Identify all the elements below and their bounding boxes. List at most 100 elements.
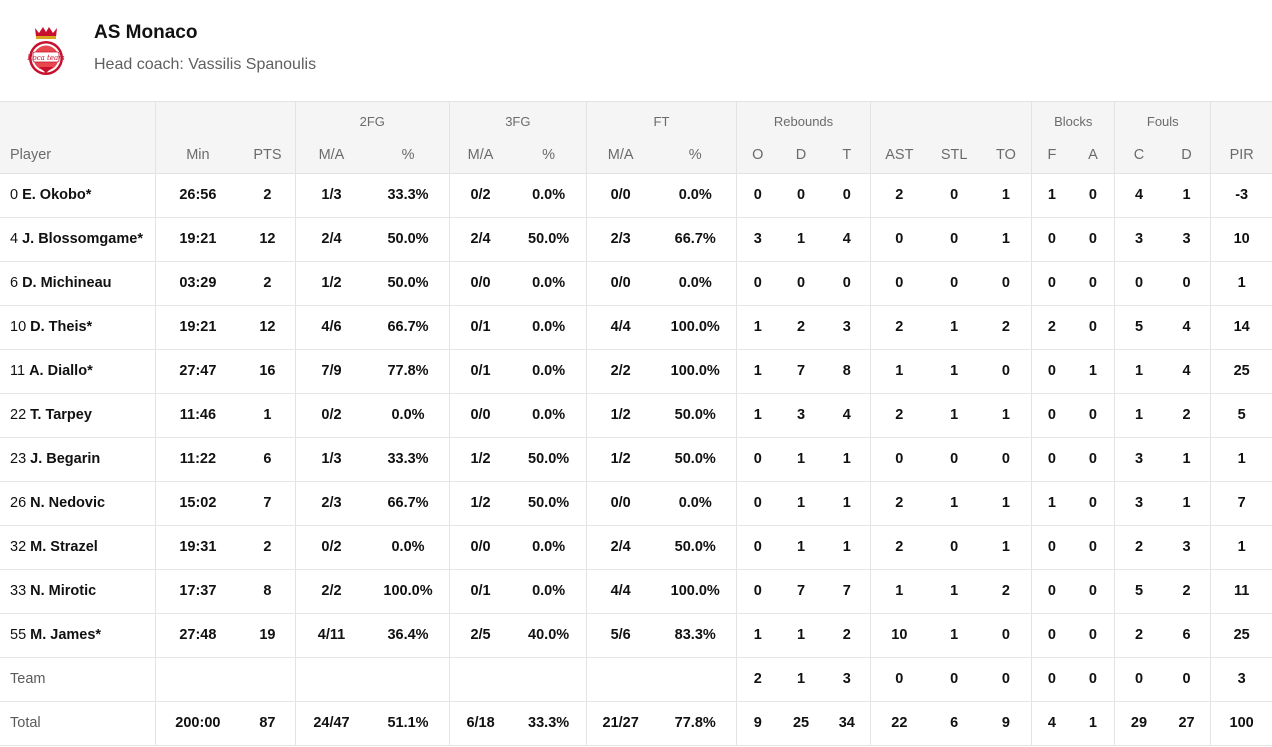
player-cell[interactable]: 23 J. Begarin (0, 437, 156, 482)
cell-foul-c: 0 (1114, 261, 1163, 306)
player-number: 23 (10, 451, 27, 467)
col-2fg-ma[interactable]: M/A (294, 136, 368, 174)
col-foul-d[interactable]: D (1162, 136, 1211, 174)
cell-pts: 6 (240, 437, 296, 482)
cell-ft-ma (585, 657, 655, 702)
col-ft-pct[interactable]: % (654, 136, 737, 174)
cell-ft-ma: 21/27 (585, 701, 655, 746)
cell-foul-d: 3 (1162, 217, 1211, 262)
player-cell[interactable]: 11 A. Diallo* (0, 349, 156, 394)
cell-to: 1 (980, 393, 1032, 438)
cell-fg3-ma: 0/0 (448, 261, 512, 306)
cell-pts: 12 (240, 305, 296, 350)
cell-reb-t: 1 (823, 481, 871, 526)
cell-reb-t: 1 (823, 525, 871, 570)
player-cell[interactable]: 26 N. Nedovic (0, 481, 156, 526)
player-cell[interactable]: 6 D. Michineau (0, 261, 156, 306)
table-row[interactable]: 22 T. Tarpey 11:46 1 0/2 0.0% 0/0 0.0% 1/2 50.0% 1… (0, 393, 1272, 438)
cell-fg2-ma: 1/2 (294, 261, 368, 306)
cell-foul-c: 3 (1114, 481, 1163, 526)
player-cell[interactable]: 32 M. Strazel (0, 525, 156, 570)
table-row[interactable]: 11 A. Diallo* 27:47 16 7/9 77.8% 0/1 0.0% 2/2 100… (0, 349, 1272, 394)
table-row[interactable]: 10 D. Theis* 19:21 12 4/6 66.7% 0/1 0.0% 4/4 100.… (0, 305, 1272, 350)
cell-stl: 1 (927, 349, 981, 394)
cell-foul-c: 1 (1114, 393, 1163, 438)
cell-fg3-pct: 0.0% (511, 569, 587, 614)
player-name: D. Michineau (22, 275, 112, 291)
cell-blk-a: 0 (1071, 481, 1115, 526)
table-row[interactable]: 0 E. Okobo* 26:56 2 1/3 33.3% 0/2 0.0% 0/0 0.0% 0 0… (0, 173, 1272, 218)
cell-foul-d: 2 (1162, 569, 1211, 614)
player-number: 22 (10, 407, 27, 423)
player-cell[interactable]: 55 M. James* (0, 613, 156, 658)
cell-blk-f: 0 (1031, 349, 1072, 394)
col-blk-f[interactable]: F (1031, 136, 1072, 174)
cell-min: 27:48 (154, 613, 241, 658)
cell-reb-d: 1 (778, 437, 824, 482)
table-row[interactable]: 55 M. James* 27:48 19 4/11 36.4% 2/5 40.0% 5/6 83… (0, 613, 1272, 658)
cell-fg3-ma: 0/0 (448, 525, 512, 570)
cell-pir: 3 (1210, 657, 1272, 702)
table-row[interactable]: 33 N. Mirotic 17:37 8 2/2 100.0% 0/1 0.0% 4/4 100… (0, 569, 1272, 614)
cell-fg2-ma: 2/2 (294, 569, 368, 614)
table-row[interactable]: 23 J. Begarin 11:22 6 1/3 33.3% 1/2 50.0% 1/2 50.… (0, 437, 1272, 482)
player-cell[interactable]: 22 T. Tarpey (0, 393, 156, 438)
player-cell[interactable]: 10 D. Theis* (0, 305, 156, 350)
group-blocks: Blocks (1031, 101, 1115, 137)
cell-reb-t: 1 (823, 437, 871, 482)
cell-fg3-pct: 0.0% (511, 349, 587, 394)
col-ft-ma[interactable]: M/A (585, 136, 655, 174)
player-cell[interactable]: 4 J. Blossomgame* (0, 217, 156, 262)
cell-fg2-pct: 77.8% (367, 349, 450, 394)
col-ast[interactable]: AST (870, 136, 928, 174)
col-pts[interactable]: PTS (240, 136, 296, 174)
col-to[interactable]: TO (980, 136, 1032, 174)
col-player[interactable]: Player (0, 136, 156, 174)
cell-fg2-ma: 2/4 (294, 217, 368, 262)
cell-blk-a: 0 (1071, 613, 1115, 658)
col-min[interactable]: Min (154, 136, 241, 174)
player-number: 55 (10, 627, 27, 643)
player-number: 32 (10, 539, 27, 555)
cell-fg3-ma (448, 657, 512, 702)
col-3fg-pct[interactable]: % (511, 136, 587, 174)
cell-ast: 2 (870, 173, 928, 218)
col-reb-t[interactable]: T (823, 136, 871, 174)
cell-pts: 2 (240, 173, 296, 218)
cell-stl: 0 (927, 261, 981, 306)
cell-pts: 87 (240, 701, 296, 746)
cell-blk-a: 1 (1071, 349, 1115, 394)
cell-to: 0 (980, 613, 1032, 658)
table-row[interactable]: 6 D. Michineau 03:29 2 1/2 50.0% 0/0 0.0% 0/0 0.0… (0, 261, 1272, 306)
cell-fg3-pct: 50.0% (511, 481, 587, 526)
col-stl[interactable]: STL (927, 136, 981, 174)
cell-foul-d: 4 (1162, 305, 1211, 350)
cell-reb-t: 8 (823, 349, 871, 394)
col-3fg-ma[interactable]: M/A (448, 136, 512, 174)
cell-blk-a: 0 (1071, 217, 1115, 262)
table-row[interactable]: 32 M. Strazel 19:31 2 0/2 0.0% 0/0 0.0% 2/4 50.0%… (0, 525, 1272, 570)
col-reb-d[interactable]: D (778, 136, 824, 174)
col-2fg-pct[interactable]: % (367, 136, 450, 174)
col-reb-o[interactable]: O (735, 136, 779, 174)
player-cell[interactable]: 0 E. Okobo* (0, 173, 156, 218)
cell-foul-c: 29 (1114, 701, 1163, 746)
table-row[interactable]: 26 N. Nedovic 15:02 7 2/3 66.7% 1/2 50.0% 0/0 0.0… (0, 481, 1272, 526)
cell-ast: 1 (870, 349, 928, 394)
player-cell[interactable]: 33 N. Mirotic (0, 569, 156, 614)
col-blk-a[interactable]: A (1071, 136, 1115, 174)
table-row[interactable]: 4 J. Blossomgame* 19:21 12 2/4 50.0% 2/4 50.0% 2… (0, 217, 1272, 262)
col-pir[interactable]: PIR (1210, 136, 1272, 174)
cell-fg3-ma: 1/2 (448, 437, 512, 482)
col-foul-c[interactable]: C (1114, 136, 1163, 174)
cell-to: 2 (980, 569, 1032, 614)
cell-foul-c: 3 (1114, 437, 1163, 482)
player-number: 33 (10, 583, 27, 599)
cell-ft-ma: 0/0 (585, 261, 655, 306)
cell-ft-ma: 0/0 (585, 481, 655, 526)
cell-reb-t: 4 (823, 393, 871, 438)
cell-blk-f: 0 (1031, 261, 1072, 306)
player-number: 10 (10, 319, 27, 335)
cell-stl: 0 (927, 173, 981, 218)
team-header: Roca team AS Monaco Head coach: Vassilis… (0, 0, 1272, 101)
